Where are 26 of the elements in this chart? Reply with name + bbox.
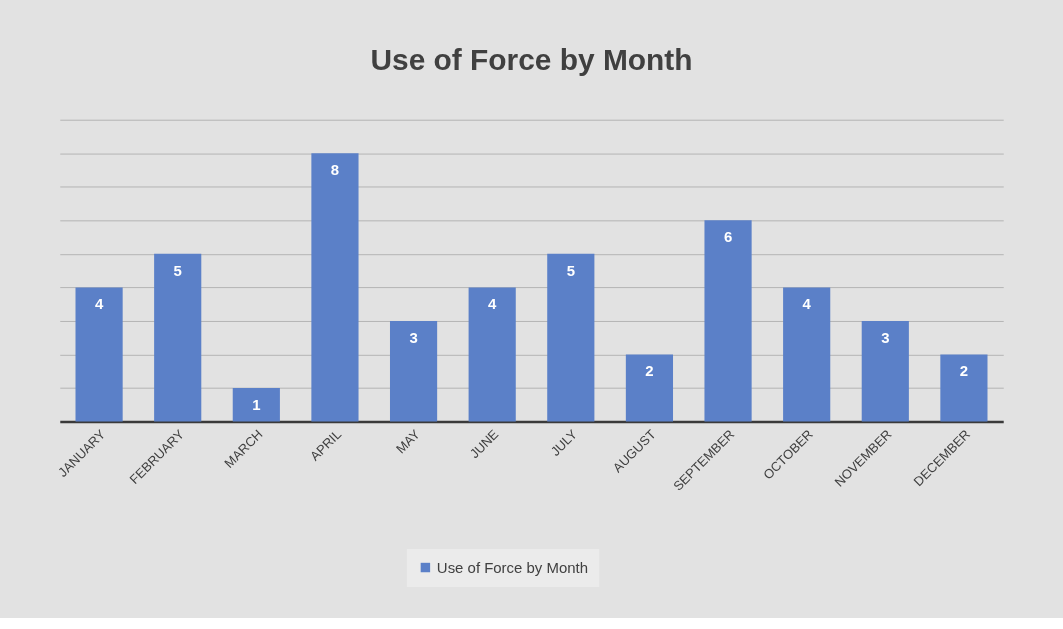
data-label: 6 [723,228,733,246]
bar [468,287,516,422]
chart-title: Use of Force by Month [370,42,693,76]
data-label: 2 [645,362,654,380]
bar [232,388,280,422]
data-label: 4 [94,295,104,313]
bar [154,253,202,422]
data-label: 8 [330,161,340,179]
data-label: 4 [802,295,812,313]
data-label: 1 [252,395,261,413]
bar [861,320,909,422]
bar [75,287,123,422]
bar [704,220,752,422]
data-label: 3 [881,328,890,346]
data-label: 2 [959,362,969,380]
bar [625,354,674,422]
bar [389,320,438,422]
data-label: 3 [409,328,418,346]
bar [940,354,988,422]
bar [783,287,831,422]
data-label: 5 [566,261,575,279]
bar [311,153,359,422]
data-label: 5 [173,261,182,279]
data-label: 4 [488,295,498,313]
bar [547,253,595,422]
legend-label: Use of Force by Month [436,558,588,576]
